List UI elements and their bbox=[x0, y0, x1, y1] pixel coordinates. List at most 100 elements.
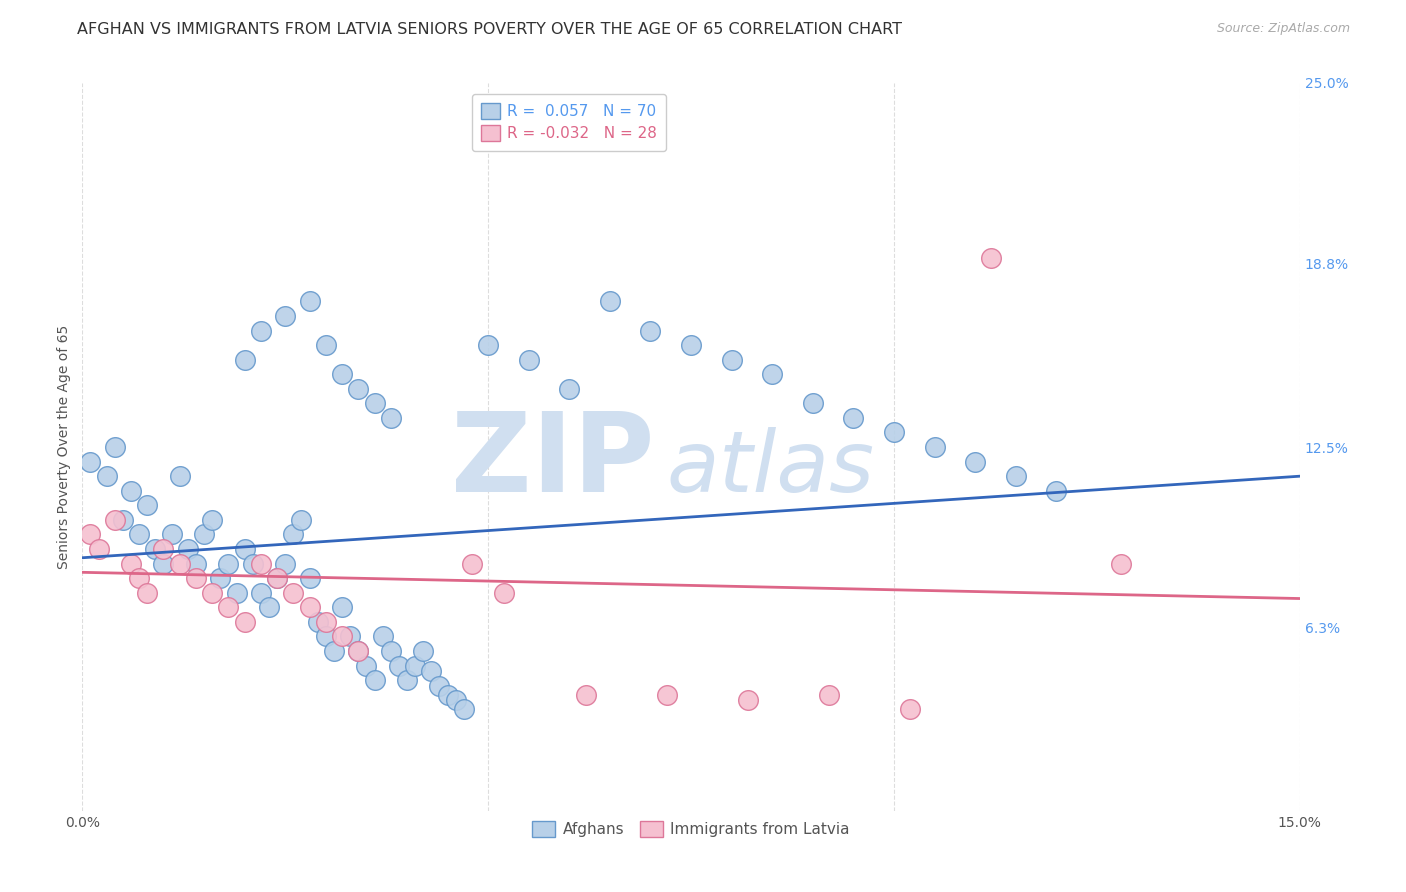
Point bbox=[453, 702, 475, 716]
Point bbox=[184, 557, 207, 571]
Text: atlas: atlas bbox=[666, 427, 875, 510]
Point bbox=[322, 644, 344, 658]
Point bbox=[356, 658, 378, 673]
Point bbox=[104, 440, 127, 454]
Point bbox=[315, 615, 337, 629]
Text: Source: ZipAtlas.com: Source: ZipAtlas.com bbox=[1216, 22, 1350, 36]
Point bbox=[315, 338, 337, 352]
Point bbox=[169, 557, 191, 571]
Point bbox=[96, 469, 118, 483]
Point bbox=[420, 665, 443, 679]
Point bbox=[388, 658, 411, 673]
Point bbox=[136, 585, 159, 599]
Point bbox=[120, 483, 142, 498]
Point bbox=[347, 644, 370, 658]
Point bbox=[720, 352, 742, 367]
Point bbox=[599, 294, 621, 309]
Point bbox=[801, 396, 824, 410]
Point bbox=[898, 702, 921, 716]
Point bbox=[965, 455, 987, 469]
Point bbox=[274, 557, 297, 571]
Point bbox=[461, 557, 484, 571]
Point bbox=[842, 411, 865, 425]
Point bbox=[347, 644, 370, 658]
Point bbox=[111, 513, 134, 527]
Point bbox=[429, 679, 451, 693]
Point bbox=[283, 585, 305, 599]
Point bbox=[104, 513, 127, 527]
Point bbox=[980, 251, 1002, 265]
Point bbox=[307, 615, 329, 629]
Point bbox=[169, 469, 191, 483]
Point bbox=[818, 688, 841, 702]
Point bbox=[298, 571, 321, 585]
Point bbox=[412, 644, 434, 658]
Point bbox=[184, 571, 207, 585]
Point bbox=[143, 541, 166, 556]
Point bbox=[655, 688, 678, 702]
Point bbox=[1109, 557, 1132, 571]
Point bbox=[250, 557, 273, 571]
Point bbox=[363, 673, 385, 687]
Point bbox=[477, 338, 499, 352]
Point bbox=[363, 396, 385, 410]
Point bbox=[1045, 483, 1067, 498]
Point bbox=[330, 600, 353, 615]
Point bbox=[274, 309, 297, 323]
Point bbox=[79, 527, 101, 541]
Point bbox=[371, 629, 394, 643]
Point bbox=[330, 629, 353, 643]
Point bbox=[120, 557, 142, 571]
Point bbox=[128, 571, 150, 585]
Text: AFGHAN VS IMMIGRANTS FROM LATVIA SENIORS POVERTY OVER THE AGE OF 65 CORRELATION : AFGHAN VS IMMIGRANTS FROM LATVIA SENIORS… bbox=[77, 22, 903, 37]
Text: ZIP: ZIP bbox=[451, 409, 655, 515]
Point bbox=[79, 455, 101, 469]
Point bbox=[283, 527, 305, 541]
Point bbox=[193, 527, 215, 541]
Point bbox=[233, 615, 256, 629]
Point bbox=[298, 294, 321, 309]
Point bbox=[233, 352, 256, 367]
Point bbox=[233, 541, 256, 556]
Point bbox=[558, 382, 581, 396]
Point bbox=[444, 693, 467, 707]
Point bbox=[217, 600, 239, 615]
Point bbox=[883, 425, 905, 440]
Point bbox=[330, 368, 353, 382]
Point bbox=[737, 693, 759, 707]
Point bbox=[152, 557, 174, 571]
Point bbox=[347, 382, 370, 396]
Point bbox=[574, 688, 596, 702]
Point bbox=[924, 440, 946, 454]
Point bbox=[290, 513, 312, 527]
Point bbox=[225, 585, 247, 599]
Point bbox=[201, 585, 224, 599]
Point bbox=[436, 688, 458, 702]
Point bbox=[681, 338, 703, 352]
Point bbox=[209, 571, 232, 585]
Point bbox=[404, 658, 426, 673]
Point bbox=[266, 571, 288, 585]
Point bbox=[1004, 469, 1026, 483]
Point bbox=[380, 644, 402, 658]
Point bbox=[250, 324, 273, 338]
Y-axis label: Seniors Poverty Over the Age of 65: Seniors Poverty Over the Age of 65 bbox=[58, 325, 72, 569]
Point bbox=[152, 541, 174, 556]
Point bbox=[395, 673, 418, 687]
Point bbox=[160, 527, 183, 541]
Point bbox=[380, 411, 402, 425]
Point bbox=[87, 541, 110, 556]
Point bbox=[177, 541, 200, 556]
Point bbox=[517, 352, 540, 367]
Point bbox=[339, 629, 361, 643]
Point bbox=[298, 600, 321, 615]
Point bbox=[257, 600, 280, 615]
Point bbox=[315, 629, 337, 643]
Point bbox=[128, 527, 150, 541]
Point bbox=[136, 499, 159, 513]
Point bbox=[640, 324, 662, 338]
Legend: Afghans, Immigrants from Latvia: Afghans, Immigrants from Latvia bbox=[526, 815, 856, 844]
Point bbox=[217, 557, 239, 571]
Point bbox=[201, 513, 224, 527]
Point bbox=[266, 571, 288, 585]
